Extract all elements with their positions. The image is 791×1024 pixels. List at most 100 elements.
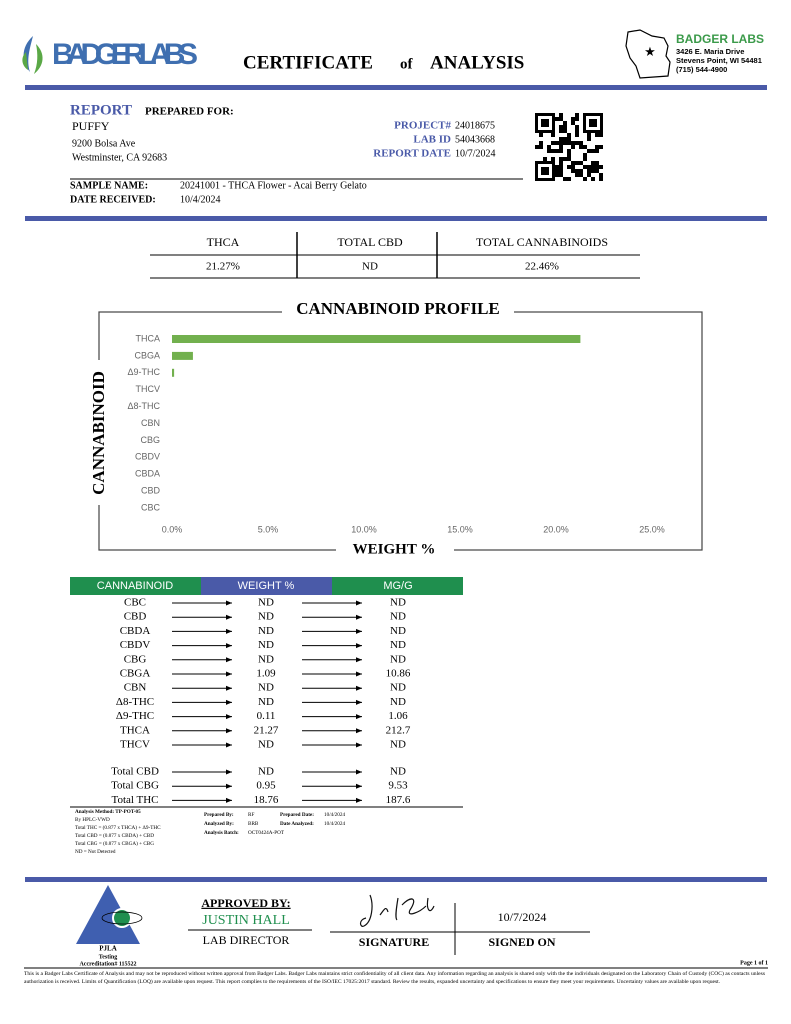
star: ★ (644, 44, 656, 59)
lab-address: (715) 544-4900 (676, 65, 727, 74)
qr-cell (579, 161, 583, 165)
qr-cell (571, 169, 575, 173)
cannabinoid: Total CBD (111, 766, 159, 778)
cannabinoid: CBDA (120, 625, 151, 637)
y-tick-label: CBDA (135, 469, 160, 479)
prep-label: Analyzed By: (204, 821, 234, 827)
cannabinoid: Δ8-THC (116, 696, 154, 708)
weight-percent: 21.27 (254, 724, 279, 736)
arrow-head (356, 728, 362, 734)
qr-cell (547, 149, 551, 153)
arrow-head (356, 769, 362, 775)
brand: BADGER LABS (52, 38, 198, 71)
bar (172, 335, 581, 343)
arrow-head (226, 699, 232, 705)
mg-per-g: ND (390, 611, 406, 623)
qr-cell (591, 177, 595, 181)
qr-cell (599, 133, 603, 137)
arrow-head (226, 714, 232, 720)
weight-percent: ND (258, 611, 274, 623)
field-label: PROJECT# (394, 120, 451, 132)
qr-cell (575, 173, 579, 177)
mg-per-g: 212.7 (386, 724, 411, 736)
signature (359, 894, 435, 927)
mg-per-g: ND (390, 766, 406, 778)
prep-value: RF (248, 812, 254, 818)
mg-per-g: ND (390, 682, 406, 694)
qr-finder (535, 113, 555, 133)
report-subheading: PREPARED FOR: (145, 106, 234, 118)
qr-cell (551, 157, 555, 161)
qr-cell (567, 165, 571, 169)
prep-label: Prepared Date: (280, 812, 314, 818)
y-axis-label: CANNABINOID (89, 371, 108, 495)
weight-percent: 1.09 (256, 668, 276, 680)
qr-cell (599, 165, 603, 169)
qr-cell (555, 165, 559, 169)
field-value: 24018675 (455, 120, 495, 131)
qr-cell (567, 157, 571, 161)
arrow-head (226, 657, 232, 663)
summary-header: TOTAL CANNABINOIDS (476, 235, 608, 249)
method-note: Total CBG = (0.877 x CBGA) + CBG (75, 840, 154, 847)
arrow-head (226, 769, 232, 775)
qr-cell (599, 177, 603, 181)
cannabinoid: Total CBG (111, 780, 159, 792)
qr-cell (575, 117, 579, 121)
summary-value: 21.27% (206, 261, 240, 273)
sample-value: 20241001 - THCA Flower - Acai Berry Gela… (180, 180, 367, 191)
weight-percent: ND (258, 766, 274, 778)
arrow-head (356, 714, 362, 720)
qr-finder (589, 119, 597, 127)
qr-cell (591, 165, 595, 169)
mg-per-g: 10.86 (386, 668, 411, 680)
qr-cell (555, 141, 559, 145)
lab-name: BADGER LABS (676, 32, 764, 46)
summary-value: ND (362, 261, 378, 273)
arrow-head (226, 783, 232, 789)
qr-cell (559, 137, 563, 141)
y-tick-label: CBG (140, 435, 160, 445)
qr-cell (551, 149, 555, 153)
arrow-head (226, 685, 232, 691)
qr-cell (579, 173, 583, 177)
summary-value: 22.46% (525, 261, 559, 273)
qr-cell (563, 157, 567, 161)
cannabinoid: Δ9-THC (116, 710, 154, 722)
doc-title: of (400, 56, 414, 72)
method-note: ND = Not Detected (75, 849, 116, 855)
field-label: REPORT DATE (373, 148, 451, 160)
summary-header: TOTAL CBD (337, 235, 403, 249)
qr-cell (595, 149, 599, 153)
table-header: CANNABINOID (97, 580, 173, 592)
x-tick-label: 5.0% (258, 524, 279, 534)
arrow-head (226, 742, 232, 748)
qr-cell (583, 157, 587, 161)
method-note: By HPLC-VWD (75, 817, 110, 823)
cannabinoid: CBDV (120, 639, 151, 651)
qr-cell (571, 145, 575, 149)
qr-cell (567, 153, 571, 157)
client-address: 9200 Bolsa Ave (72, 138, 136, 149)
signed-label: SIGNED ON (488, 935, 555, 949)
qr-cell (591, 161, 595, 165)
qr-finder (541, 167, 549, 175)
qr-cell (559, 141, 563, 145)
qr-cell (563, 121, 567, 125)
x-tick-label: 25.0% (639, 524, 665, 534)
qr-cell (587, 137, 591, 141)
arrow-head (226, 728, 232, 734)
divider (25, 216, 767, 221)
qr-cell (579, 169, 583, 173)
qr-cell (571, 165, 575, 169)
weight-percent: ND (258, 739, 274, 751)
qr-cell (587, 133, 591, 137)
sample-label: DATE RECEIVED: (70, 194, 156, 205)
qr-cell (559, 165, 563, 169)
method-note: Analysis Method: TP-POT-05 (75, 809, 141, 815)
qr-cell (563, 177, 567, 181)
chart-title: CANNABINOID PROFILE (296, 299, 500, 318)
qr-cell (571, 117, 575, 121)
header-cell (201, 577, 332, 595)
